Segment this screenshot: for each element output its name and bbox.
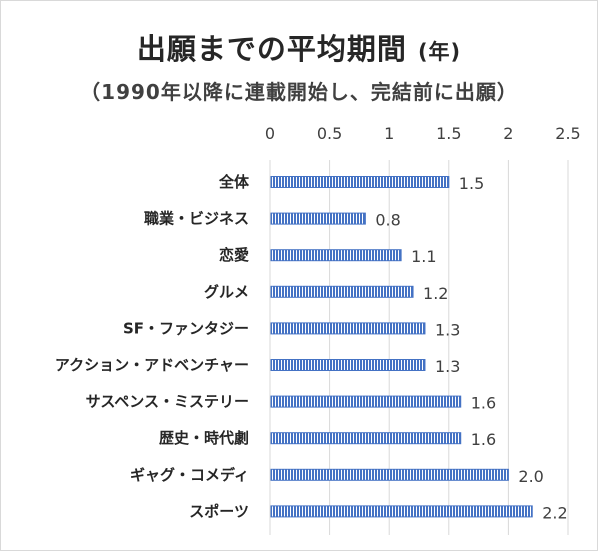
category-label: グルメ — [204, 283, 249, 301]
x-tick-label: 1.5 — [436, 124, 461, 143]
chart-title: 出願までの平均期間 (年) — [0, 26, 598, 68]
bar — [270, 322, 426, 335]
category-label: 歴史・時代劇 — [159, 429, 249, 447]
x-tick-label: 2 — [503, 124, 513, 143]
bar — [270, 212, 366, 225]
data-label: 1.6 — [471, 430, 496, 449]
category-label: 恋愛 — [219, 246, 249, 264]
bar — [270, 505, 533, 518]
bar — [270, 468, 509, 481]
data-label: 1.2 — [423, 284, 448, 303]
category-label: ギャグ・コメディ — [130, 466, 249, 484]
x-tick-label: 1 — [384, 124, 394, 143]
data-label: 1.5 — [459, 174, 484, 193]
bar — [270, 285, 414, 298]
category-label: 職業・ビジネス — [144, 210, 249, 228]
chart-title-unit: (年) — [417, 40, 462, 64]
category-label: サスペンス・ミステリー — [86, 393, 249, 411]
data-label: 0.8 — [375, 211, 400, 230]
data-label: 2.0 — [518, 467, 543, 486]
x-tick-label: 0.5 — [317, 124, 342, 143]
bar — [270, 432, 462, 445]
data-labels: 1.5 0.8 1.1 1.2 1.3 1.3 1.6 1.6 2.0 2.2 — [375, 174, 567, 522]
bar — [270, 395, 462, 408]
bar — [270, 359, 426, 371]
x-tick-label: 2.5 — [555, 124, 580, 143]
data-label: 1.3 — [435, 357, 460, 376]
x-axis-ticks: 0 0.5 1 1.5 2 2.5 — [265, 124, 581, 143]
data-label: 1.1 — [411, 247, 436, 266]
chart-title-text: 出願までの平均期間 — [136, 32, 407, 66]
x-tick-label: 0 — [265, 124, 275, 143]
category-label: 全体 — [218, 173, 250, 191]
category-label: SF・ファンタジー — [123, 319, 249, 337]
bar — [270, 176, 450, 188]
chart-subtitle: （1990年以降に連載開始し、完結前に出願） — [80, 80, 518, 104]
data-label: 2.2 — [542, 503, 567, 522]
category-label: アクション・アドベンチャー — [55, 356, 249, 374]
data-label: 1.3 — [435, 320, 460, 339]
bars — [270, 176, 533, 518]
category-label: スポーツ — [189, 502, 249, 520]
bar — [270, 249, 402, 262]
data-label: 1.6 — [471, 394, 496, 413]
